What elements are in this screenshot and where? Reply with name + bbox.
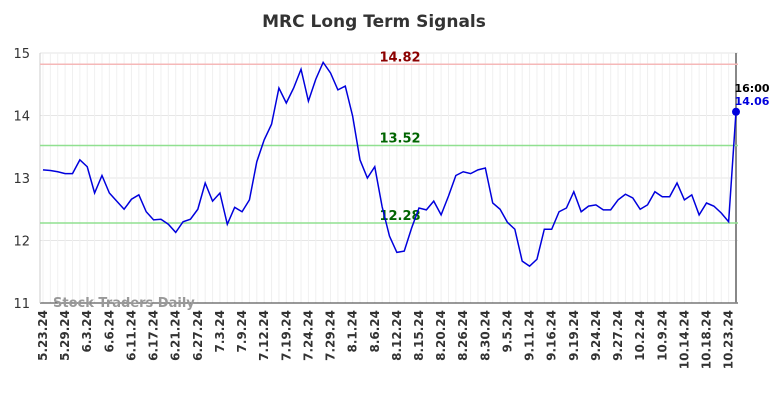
x-tick-label: 6.6.24	[102, 310, 116, 353]
x-tick-label: 8.20.24	[434, 310, 448, 361]
y-tick-label: 11	[13, 297, 30, 312]
x-tick-label: 8.6.24	[368, 310, 382, 353]
x-tick-label: 8.12.24	[390, 310, 404, 361]
x-tick-label: 10.18.24	[700, 310, 714, 369]
last-value: 14.06	[735, 95, 770, 108]
x-tick-label: 9.24.24	[589, 310, 603, 361]
x-tick-label: 6.17.24	[147, 310, 161, 361]
x-tick-label: 6.3.24	[80, 310, 94, 353]
x-tick-label: 8.15.24	[412, 310, 426, 361]
last-point	[732, 107, 740, 116]
x-tick-label: 8.26.24	[456, 310, 470, 361]
x-tick-label: 7.3.24	[213, 310, 227, 353]
watermark: Stock Traders Daily	[53, 296, 195, 311]
x-tick-label: 8.30.24	[478, 310, 492, 361]
x-tick-label: 9.5.24	[500, 310, 514, 353]
x-tick-label: 6.11.24	[124, 310, 138, 361]
x-tick-label: 7.12.24	[257, 310, 271, 361]
x-tick-label: 7.24.24	[301, 310, 315, 361]
x-tick-label: 6.27.24	[191, 310, 205, 361]
x-tick-label: 8.1.24	[346, 310, 360, 353]
x-tick-label: 5.29.24	[58, 310, 72, 361]
x-tick-label: 9.11.24	[523, 310, 537, 361]
level-label: 14.82	[379, 50, 420, 65]
y-tick-label: 12	[13, 235, 30, 250]
last-time: 16:00	[734, 82, 769, 95]
x-tick-label: 7.9.24	[235, 310, 249, 353]
y-tick-label: 14	[13, 110, 30, 125]
y-tick-label: 15	[13, 47, 30, 62]
x-tick-label: 10.14.24	[677, 310, 691, 369]
x-tick-label: 10.23.24	[722, 310, 736, 369]
x-tick-label: 5.23.24	[36, 310, 50, 361]
x-tick-label: 9.27.24	[611, 310, 625, 361]
price-line	[42, 60, 737, 268]
x-tick-label: 6.21.24	[169, 310, 183, 361]
x-tick-label: 7.19.24	[279, 310, 293, 361]
x-tick-label: 10.2.24	[633, 310, 647, 361]
x-tick-label: 7.29.24	[324, 310, 338, 361]
y-tick-label: 13	[13, 172, 30, 187]
chart-title: MRC Long Term Signals	[262, 12, 486, 32]
level-label: 12.28	[379, 209, 420, 224]
x-tick-label: 9.16.24	[545, 310, 559, 361]
level-label: 13.52	[379, 132, 420, 147]
x-tick-label: 9.19.24	[567, 310, 581, 361]
x-tick-label: 10.9.24	[655, 310, 669, 361]
